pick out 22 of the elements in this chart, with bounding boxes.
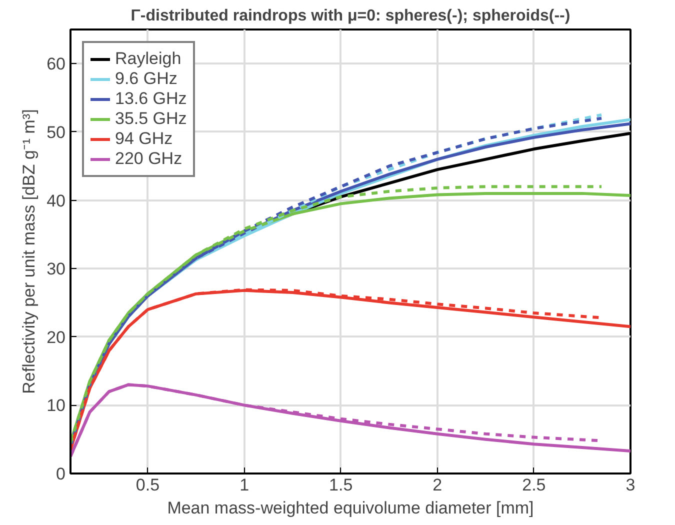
legend-label: 13.6 GHz (115, 89, 187, 109)
legend-label: 9.6 GHz (115, 69, 178, 89)
legend-label: 220 GHz (115, 149, 182, 169)
y-tick-label: 20 (46, 328, 66, 347)
x-tick-label: 0.5 (136, 476, 160, 494)
y-tick-label: 40 (46, 191, 66, 210)
y-tick-label: 10 (46, 396, 66, 416)
x-tick-label: 2.5 (522, 476, 546, 494)
y-tick-label: 30 (46, 260, 66, 279)
x-axis-title: Mean mass-weighted equivolume diameter [mm] (167, 498, 534, 518)
x-tick-label: 1.5 (329, 476, 353, 494)
y-tick-label: 50 (46, 122, 66, 142)
y-tick-label: 60 (46, 54, 66, 74)
legend-label: 94 GHz (115, 129, 173, 149)
legend-label: Rayleigh (115, 49, 182, 69)
y-tick-label: 0 (56, 464, 66, 484)
x-tick-label: 1 (240, 476, 250, 494)
legend-label: 35.5 GHz (115, 109, 187, 129)
chart-title: Γ-distributed raindrops with μ=0: spheres(-); spheroids(--) (130, 8, 570, 24)
y-axis-title: Reflectivity per unit mass [dBZ g⁻¹ m³] (20, 109, 39, 394)
x-tick-label: 2 (432, 476, 442, 494)
x-tick-label: 3 (626, 476, 636, 494)
